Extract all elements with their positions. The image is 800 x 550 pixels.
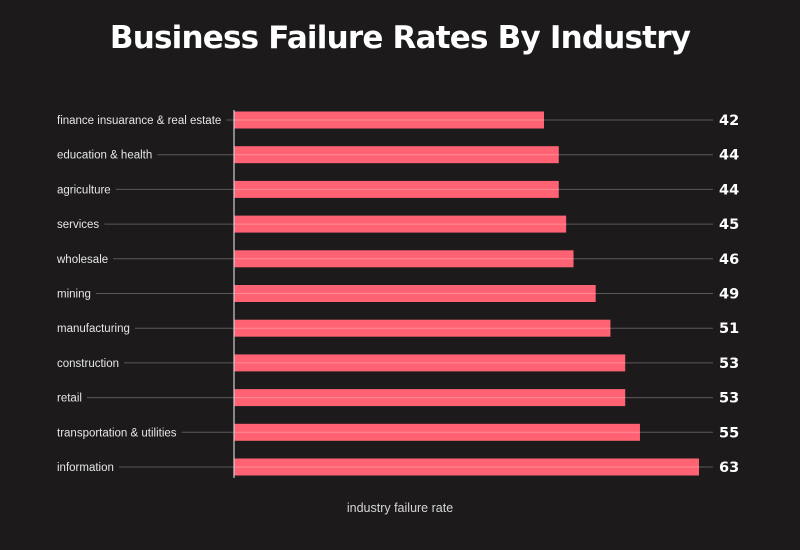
bars [234, 111, 699, 476]
value-labels: 42 44 44 45 46 49 51 53 53 55 63 [719, 113, 739, 476]
value-label: 55 [719, 425, 739, 441]
category-label: retail [57, 393, 82, 405]
x-axis-label: industry failure rate [346, 501, 454, 515]
value-label: 63 [719, 460, 739, 476]
category-label: transportation & utilities [57, 427, 177, 439]
chart-title: Business Failure Rates By Industry [109, 20, 691, 56]
category-label: education & health [57, 150, 152, 162]
value-label: 53 [719, 391, 739, 407]
category-label: agriculture [57, 184, 111, 196]
category-label: services [57, 219, 99, 231]
category-label: mining [57, 289, 91, 301]
value-label: 44 [719, 148, 739, 164]
category-labels: finance insuarance & real estate educatio… [56, 115, 221, 474]
value-label: 44 [719, 182, 739, 198]
category-label: wholesale [56, 254, 108, 266]
value-label: 46 [719, 252, 739, 268]
value-label: 49 [719, 287, 739, 303]
category-label: manufacturing [57, 323, 130, 335]
value-label: 51 [719, 321, 739, 337]
value-label: 42 [719, 113, 739, 129]
value-label: 53 [719, 356, 739, 372]
category-label: information [57, 462, 114, 474]
category-label: finance insuarance & real estate [57, 115, 221, 127]
category-label: construction [57, 358, 119, 370]
value-label: 45 [719, 217, 739, 233]
